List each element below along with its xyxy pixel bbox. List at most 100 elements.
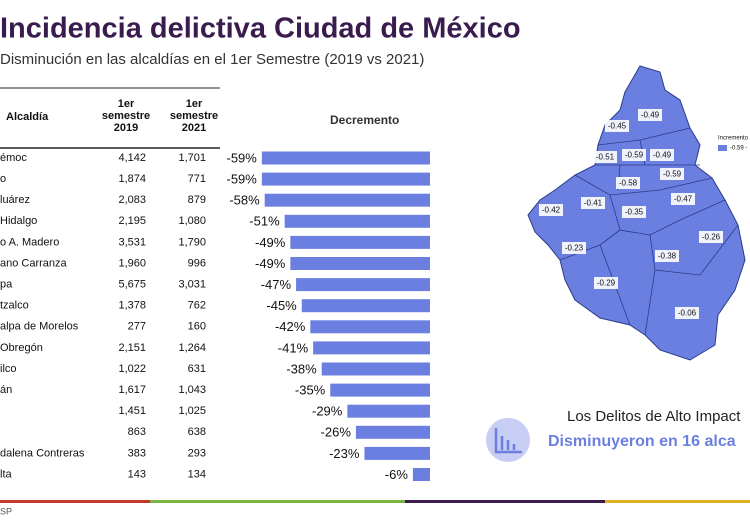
bar-label: -59% (226, 150, 257, 165)
table-cell: alpa de Morelos (0, 321, 79, 333)
map-label: -0.59 (663, 170, 682, 179)
table-cell: 638 (188, 426, 206, 438)
table-cell: 1,378 (118, 300, 146, 312)
table-cell: 160 (188, 321, 206, 333)
table-cell: o (0, 173, 6, 185)
table-cell: 1,043 (178, 384, 206, 396)
table-cell: 2,151 (118, 342, 146, 354)
bar (284, 214, 430, 228)
table-cell: 1,264 (178, 342, 206, 354)
bar (412, 468, 430, 481)
map-label-box (675, 307, 699, 319)
map-label: -0.49 (653, 151, 672, 160)
bar (355, 425, 430, 439)
table-cell: 771 (188, 173, 206, 185)
bar (296, 278, 430, 292)
map-label: -0.29 (597, 279, 616, 288)
map-label-box (593, 151, 617, 163)
table-cell: Hidalgo (0, 215, 37, 227)
bar-label: -35% (295, 383, 326, 398)
table-cell: tzalco (0, 300, 29, 312)
table-cell: 3,031 (178, 279, 206, 291)
map-legend-title: Incremento (718, 136, 749, 142)
map-label: -0.58 (619, 179, 638, 188)
map-label-box (650, 149, 674, 161)
table-cell: émoc (0, 152, 27, 164)
bar-label: -41% (278, 340, 309, 355)
table-cell: ilco (0, 363, 17, 375)
table-cell: 863 (128, 426, 146, 438)
bar-label: -49% (255, 235, 286, 250)
map-label: -0.59 (625, 151, 644, 160)
table-cell: 277 (128, 321, 146, 333)
bar (347, 404, 430, 418)
table-cell: 293 (188, 447, 206, 459)
map-label-box (581, 197, 605, 209)
callout-line2: Disminuyeron en 16 alca (548, 433, 736, 450)
table-cell: 3,531 (118, 236, 146, 248)
map-label-box (671, 193, 695, 205)
table-cell: 1,874 (118, 173, 146, 185)
map-label: -0.42 (542, 206, 561, 215)
map-legend-item: -0.59 - (730, 146, 747, 152)
bar-label: -58% (229, 193, 260, 208)
map-label: -0.47 (674, 195, 693, 204)
map-label-box (655, 250, 679, 262)
bar (264, 193, 430, 207)
map-label-box (622, 206, 646, 218)
bottom-stripe (0, 500, 750, 503)
table-cell: án (0, 384, 12, 396)
bar (310, 320, 430, 334)
table-cell: 1,451 (118, 405, 146, 417)
callout-line1: Los Delitos de Alto Impact (567, 408, 741, 425)
chart-title: Decremento (330, 113, 399, 127)
table-cell: 1,790 (178, 236, 206, 248)
bar (301, 299, 430, 313)
table-cell: 2,083 (118, 194, 146, 206)
bar-label: -51% (249, 214, 280, 229)
table-cell: ano Carranza (0, 257, 68, 269)
table-cell: 1,617 (118, 384, 146, 396)
bar (321, 362, 430, 376)
subtitle: Disminución en las alcaldías en el 1er S… (0, 51, 424, 68)
map-label-box (605, 120, 629, 132)
table-cell: 143 (128, 468, 146, 480)
table-cell: 1,025 (178, 405, 206, 417)
map-label: -0.06 (678, 309, 697, 318)
bar-label: -49% (255, 256, 286, 271)
table-cell: 134 (188, 468, 206, 480)
table-cell: 762 (188, 300, 206, 312)
table-cell: 1,080 (178, 215, 206, 227)
map-label: -0.38 (658, 252, 677, 261)
bar-label: -59% (226, 172, 257, 187)
icon-chart (494, 428, 522, 454)
bar (330, 383, 430, 397)
bar (290, 235, 430, 249)
table-cell: 383 (128, 447, 146, 459)
table-header: 2019 (114, 122, 138, 134)
table-cell: pa (0, 279, 13, 291)
table-cell: o A. Madero (0, 236, 59, 248)
table-header: 1er (186, 98, 203, 110)
bar-label: -45% (266, 298, 297, 313)
bar-label: -42% (275, 319, 306, 334)
table-cell: dalena Contreras (0, 447, 85, 459)
map-label: -0.35 (625, 208, 644, 217)
table-cell: 1,022 (118, 363, 146, 375)
table-cell: 879 (188, 194, 206, 206)
map-label: -0.45 (608, 122, 627, 131)
bar (313, 341, 430, 355)
bar (261, 151, 430, 165)
table-header: 1er (118, 98, 135, 110)
table-cell: 1,960 (118, 257, 146, 269)
map-label: -0.51 (596, 153, 615, 162)
table-header: Alcaldía (6, 111, 49, 123)
bar-label: -26% (321, 425, 352, 440)
map-label: -0.26 (702, 233, 721, 242)
map-label-box (562, 242, 586, 254)
table-cell: 2,195 (118, 215, 146, 227)
table-cell: 4,142 (118, 152, 146, 164)
bar-label: -38% (286, 361, 317, 376)
